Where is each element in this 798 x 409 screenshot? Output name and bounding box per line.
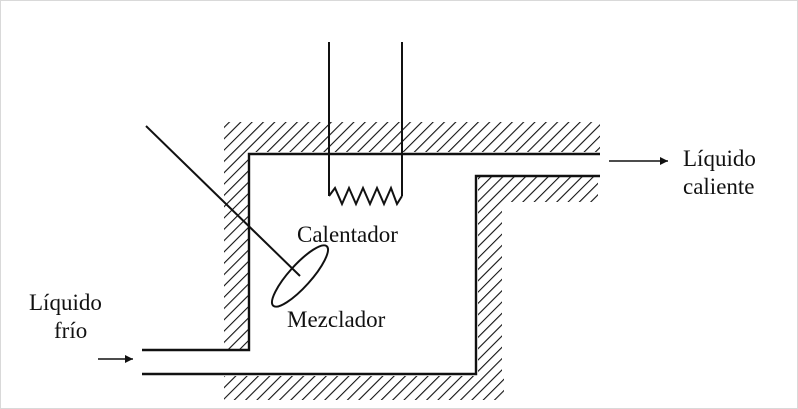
tank-inner-wall-lower [142, 174, 600, 376]
cold-liquid-label-line1: Líquido [29, 290, 102, 315]
tank-inner-wall-upper [142, 152, 600, 352]
mixer [145, 125, 329, 308]
tank-wall-hatching [224, 122, 600, 400]
hot-liquid-label-line2: caliente [683, 174, 755, 199]
heater-label: Calentador [297, 222, 398, 247]
hot-liquid-label-line1: Líquido [683, 146, 756, 171]
cold-liquid-label-line2: frío [54, 318, 87, 343]
mixer-label: Mezclador [287, 307, 386, 332]
heater [328, 42, 403, 207]
